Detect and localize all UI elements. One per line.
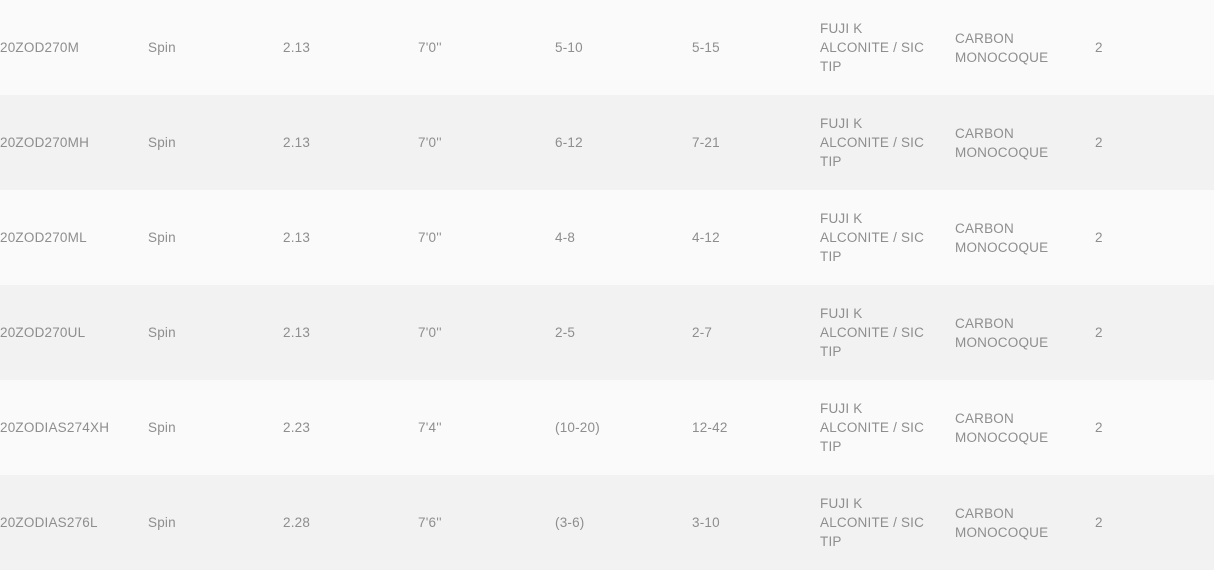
cell-lure-weight: (3-6) [555,515,585,530]
cell-rod-type: Spin [148,420,176,435]
cell-length-meters: 2.13 [283,135,311,150]
cell-rod-type: Spin [148,230,176,245]
cell-model-code: 20ZOD270ML [0,230,87,245]
table-row[interactable]: 20ZOD270MH Spin 2.13 7'0'' 6-12 7-21 FUJI K AL… [0,95,1214,190]
cell-guide-spec: FUJI K ALCONITE / SIC TIP [820,496,925,549]
cell-lure-weight: (10-20) [555,420,600,435]
cell-piece-count: 2 [1095,230,1103,245]
cell-blank-construction: CARBON MONOCOQUE [955,410,1049,445]
cell-line-weight: 4-12 [692,230,720,245]
cell-length-feet: 7'0'' [418,135,442,150]
cell-model-code: 20ZODIAS274XH [0,420,110,435]
cell-length-meters: 2.13 [283,40,311,55]
cell-blank-construction: CARBON MONOCOQUE [955,125,1049,160]
cell-length-feet: 7'0'' [418,40,442,55]
cell-piece-count: 2 [1095,135,1103,150]
cell-line-weight: 3-10 [692,515,720,530]
cell-length-feet: 7'6'' [418,515,442,530]
cell-blank-construction: CARBON MONOCOQUE [955,315,1049,350]
cell-lure-weight: 5-10 [555,40,583,55]
cell-guide-spec: FUJI K ALCONITE / SIC TIP [820,401,925,454]
cell-blank-construction: CARBON MONOCOQUE [955,30,1049,65]
cell-piece-count: 2 [1095,420,1103,435]
cell-model-code: 20ZODIAS276L [0,515,98,530]
cell-model-code: 20ZOD270M [0,40,80,55]
cell-piece-count: 2 [1095,515,1103,530]
cell-guide-spec: FUJI K ALCONITE / SIC TIP [820,211,925,264]
cell-line-weight: 12-42 [692,420,728,435]
cell-length-feet: 7'0'' [418,325,442,340]
cell-guide-spec: FUJI K ALCONITE / SIC TIP [820,116,925,169]
cell-line-weight: 5-15 [692,40,720,55]
table-row[interactable]: 20ZOD270UL Spin 2.13 7'0'' 2-5 2-7 FUJI K ALCO… [0,285,1214,380]
cell-length-meters: 2.28 [283,515,311,530]
table-row[interactable]: 20ZODIAS276L Spin 2.28 7'6'' (3-6) 3-10 FUJI K… [0,475,1214,570]
cell-blank-construction: CARBON MONOCOQUE [955,220,1049,255]
cell-length-meters: 2.13 [283,230,311,245]
cell-length-feet: 7'4'' [418,420,442,435]
cell-lure-weight: 4-8 [555,230,576,245]
cell-guide-spec: FUJI K ALCONITE / SIC TIP [820,21,925,74]
cell-line-weight: 7-21 [692,135,720,150]
table-row[interactable]: 20ZOD270ML Spin 2.13 7'0'' 4-8 4-12 FUJI K ALC… [0,190,1214,285]
cell-length-feet: 7'0'' [418,230,442,245]
cell-rod-type: Spin [148,40,176,55]
cell-model-code: 20ZOD270MH [0,135,90,150]
cell-guide-spec: FUJI K ALCONITE / SIC TIP [820,306,925,359]
cell-length-meters: 2.13 [283,325,311,340]
cell-line-weight: 2-7 [692,325,713,340]
cell-length-meters: 2.23 [283,420,311,435]
cell-lure-weight: 6-12 [555,135,583,150]
cell-lure-weight: 2-5 [555,325,576,340]
table-row[interactable]: 20ZODIAS274XH Spin 2.23 7'4'' (10-20) 12-42 FU… [0,380,1214,475]
cell-piece-count: 2 [1095,40,1103,55]
cell-blank-construction: CARBON MONOCOQUE [955,505,1049,540]
cell-model-code: 20ZOD270UL [0,325,86,340]
cell-rod-type: Spin [148,325,176,340]
cell-rod-type: Spin [148,135,176,150]
cell-rod-type: Spin [148,515,176,530]
table-row[interactable]: 20ZOD270M Spin 2.13 7'0'' 5-10 5-15 FUJI K ALC… [0,0,1214,95]
cell-piece-count: 2 [1095,325,1103,340]
